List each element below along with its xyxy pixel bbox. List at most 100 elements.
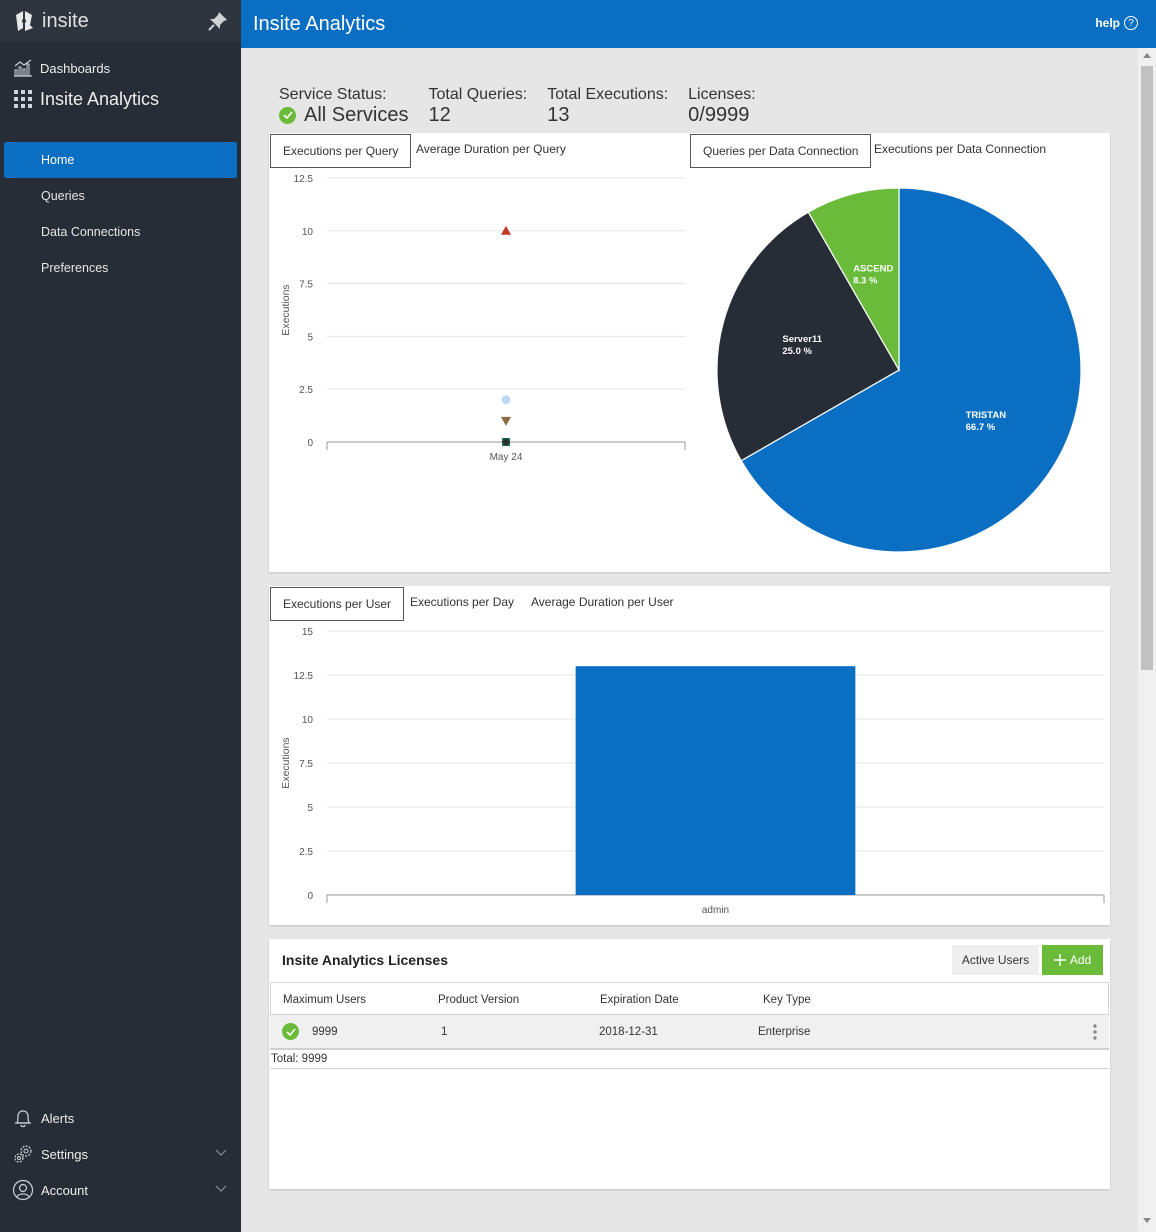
licenses-panel: Insite Analytics Licenses Active Users A…	[269, 939, 1110, 1189]
active-users-button[interactable]: Active Users	[952, 945, 1039, 975]
sidebar-item-data-connections[interactable]: Data Connections	[0, 214, 241, 250]
x-tick-label: admin	[702, 905, 729, 916]
stats-row: Service Status: All Services Total Queri…	[279, 86, 776, 126]
sidebar-item-label: Home	[41, 153, 75, 167]
y-tick-label: 12.5	[294, 174, 314, 185]
pie-slice	[740, 187, 1082, 553]
pie-slice-percent: 8.3 %	[853, 275, 878, 286]
pie-slice-label: Server11	[782, 334, 822, 345]
tab-executions-per-user[interactable]: Executions per User	[270, 587, 405, 621]
panel-user-charts: Executions per User Executions per Day A…	[269, 586, 1110, 925]
stat-total-queries: Total Queries: 12	[428, 86, 527, 126]
executions-per-user-chart: 15 12.5 10 7.5 5 2.5 0 Executions admin	[280, 627, 1105, 916]
more-vertical-icon[interactable]	[1092, 1023, 1098, 1041]
stat-value: 12	[428, 104, 451, 126]
vertical-scrollbar[interactable]	[1138, 48, 1156, 1232]
sidebar-item-home[interactable]: Home	[4, 142, 237, 178]
check-circle-icon	[282, 1023, 299, 1040]
pie-slice	[716, 211, 900, 462]
brand-bar: insite	[0, 0, 241, 42]
nav-insite-analytics-label: Insite Analytics	[40, 88, 160, 109]
table-row[interactable]: 9999 1 2018-12-31 Enterprise	[270, 1015, 1109, 1050]
settings-label: Settings	[41, 1146, 88, 1162]
nav-dashboards[interactable]: Dashboards	[0, 54, 241, 82]
cell-version: 1	[441, 1026, 448, 1038]
pin-icon[interactable]	[207, 10, 229, 32]
sidebar-item-alerts[interactable]: Alerts	[0, 1100, 241, 1136]
brand-name: insite	[42, 9, 89, 32]
chevron-down-icon[interactable]	[215, 1184, 227, 1194]
stat-label: Total Queries:	[428, 86, 528, 103]
tab-executions-per-query[interactable]: Executions per Query	[270, 134, 412, 168]
top-header: Insite Analytics help ?	[241, 0, 1156, 48]
nav-dashboards-label: Dashboards	[40, 60, 111, 76]
column-header[interactable]: Product Version	[438, 994, 520, 1006]
column-header[interactable]: Expiration Date	[600, 994, 679, 1006]
plus-icon	[1053, 954, 1066, 966]
y-tick-label: 12.5	[294, 671, 314, 682]
check-circle-icon	[279, 106, 296, 124]
stat-label: Licenses:	[688, 86, 756, 103]
executions-per-query-chart: 12.5 10 7.5 5 2.5 0 May 24 Executions	[280, 174, 686, 463]
help-link[interactable]: help ?	[1095, 16, 1138, 30]
sidebar-item-settings[interactable]: Settings	[0, 1136, 241, 1172]
sidebar-item-label: Data Connections	[41, 225, 141, 239]
help-label: help	[1095, 16, 1120, 30]
stat-value: All Services	[304, 104, 409, 126]
scrollbar-thumb[interactable]	[1141, 66, 1153, 670]
cell-max-users: 9999	[312, 1026, 338, 1038]
column-header[interactable]: Key Type	[763, 994, 811, 1006]
scroll-up-arrow-icon[interactable]	[1143, 52, 1151, 58]
x-tick-label: May 24	[490, 452, 523, 463]
chevron-down-icon[interactable]	[215, 1148, 227, 1158]
y-tick-label: 10	[302, 715, 314, 726]
tab-average-duration-per-user[interactable]: Average Duration per User	[531, 595, 674, 609]
data-point	[501, 225, 511, 235]
page-title: Insite Analytics	[253, 13, 386, 35]
stat-label: Service Status:	[279, 86, 387, 103]
tab-executions-per-day[interactable]: Executions per Day	[410, 595, 515, 609]
pie-slice-label: TRISTAN	[966, 410, 1007, 421]
pie-slice	[807, 187, 900, 373]
gears-icon	[14, 1145, 32, 1163]
alerts-label: Alerts	[41, 1110, 75, 1126]
add-license-button[interactable]: Add	[1042, 945, 1103, 975]
y-tick-label: 7.5	[299, 759, 313, 770]
nav-insite-analytics[interactable]: Insite Analytics	[0, 84, 241, 114]
cell-expiration: 2018-12-31	[599, 1026, 658, 1038]
licenses-title: Insite Analytics Licenses	[282, 952, 448, 968]
sidebar-item-queries[interactable]: Queries	[0, 178, 241, 214]
data-point	[501, 416, 511, 426]
y-tick-label: 5	[307, 803, 313, 814]
y-tick-label: 0	[307, 891, 313, 902]
sidebar-item-label: Preferences	[41, 261, 109, 275]
sidebar-subnav: Home Queries Data Connections Preference…	[0, 142, 241, 286]
stat-total-executions: Total Executions: 13	[547, 86, 668, 126]
dashboard-chart-icon	[12, 58, 34, 78]
tab-queries-per-data-connection[interactable]: Queries per Data Connection	[690, 134, 872, 168]
apps-grid-icon	[12, 89, 34, 109]
tab-executions-per-data-connection[interactable]: Executions per Data Connection	[874, 142, 1047, 156]
add-label: Add	[1069, 953, 1092, 967]
sidebar: insite Dashboards Insi	[0, 0, 241, 1232]
sidebar-item-account[interactable]: Account	[0, 1172, 241, 1208]
data-point	[501, 395, 511, 405]
scroll-down-arrow-icon[interactable]	[1143, 1218, 1151, 1224]
y-tick-label: 2.5	[299, 847, 313, 858]
y-tick-label: 7.5	[299, 280, 313, 291]
panel-queries-charts: Executions per Query Average Duration pe…	[269, 133, 1110, 572]
y-axis-label: Executions	[280, 284, 292, 335]
licenses-total: Total: 9999	[270, 1051, 1109, 1069]
stat-licenses: Licenses: 0/9999	[688, 86, 756, 126]
licenses-table-header: Maximum Users Product Version Expiration…	[270, 982, 1109, 1015]
question-icon: ?	[1124, 16, 1138, 30]
stat-value: 13	[547, 104, 570, 126]
pie-slice-percent: 66.7 %	[966, 422, 996, 433]
y-axis-label: Executions	[280, 737, 292, 788]
column-header[interactable]: Maximum Users	[283, 994, 367, 1006]
tab-average-duration-per-query[interactable]: Average Duration per Query	[416, 142, 566, 156]
sidebar-item-preferences[interactable]: Preferences	[0, 250, 241, 286]
